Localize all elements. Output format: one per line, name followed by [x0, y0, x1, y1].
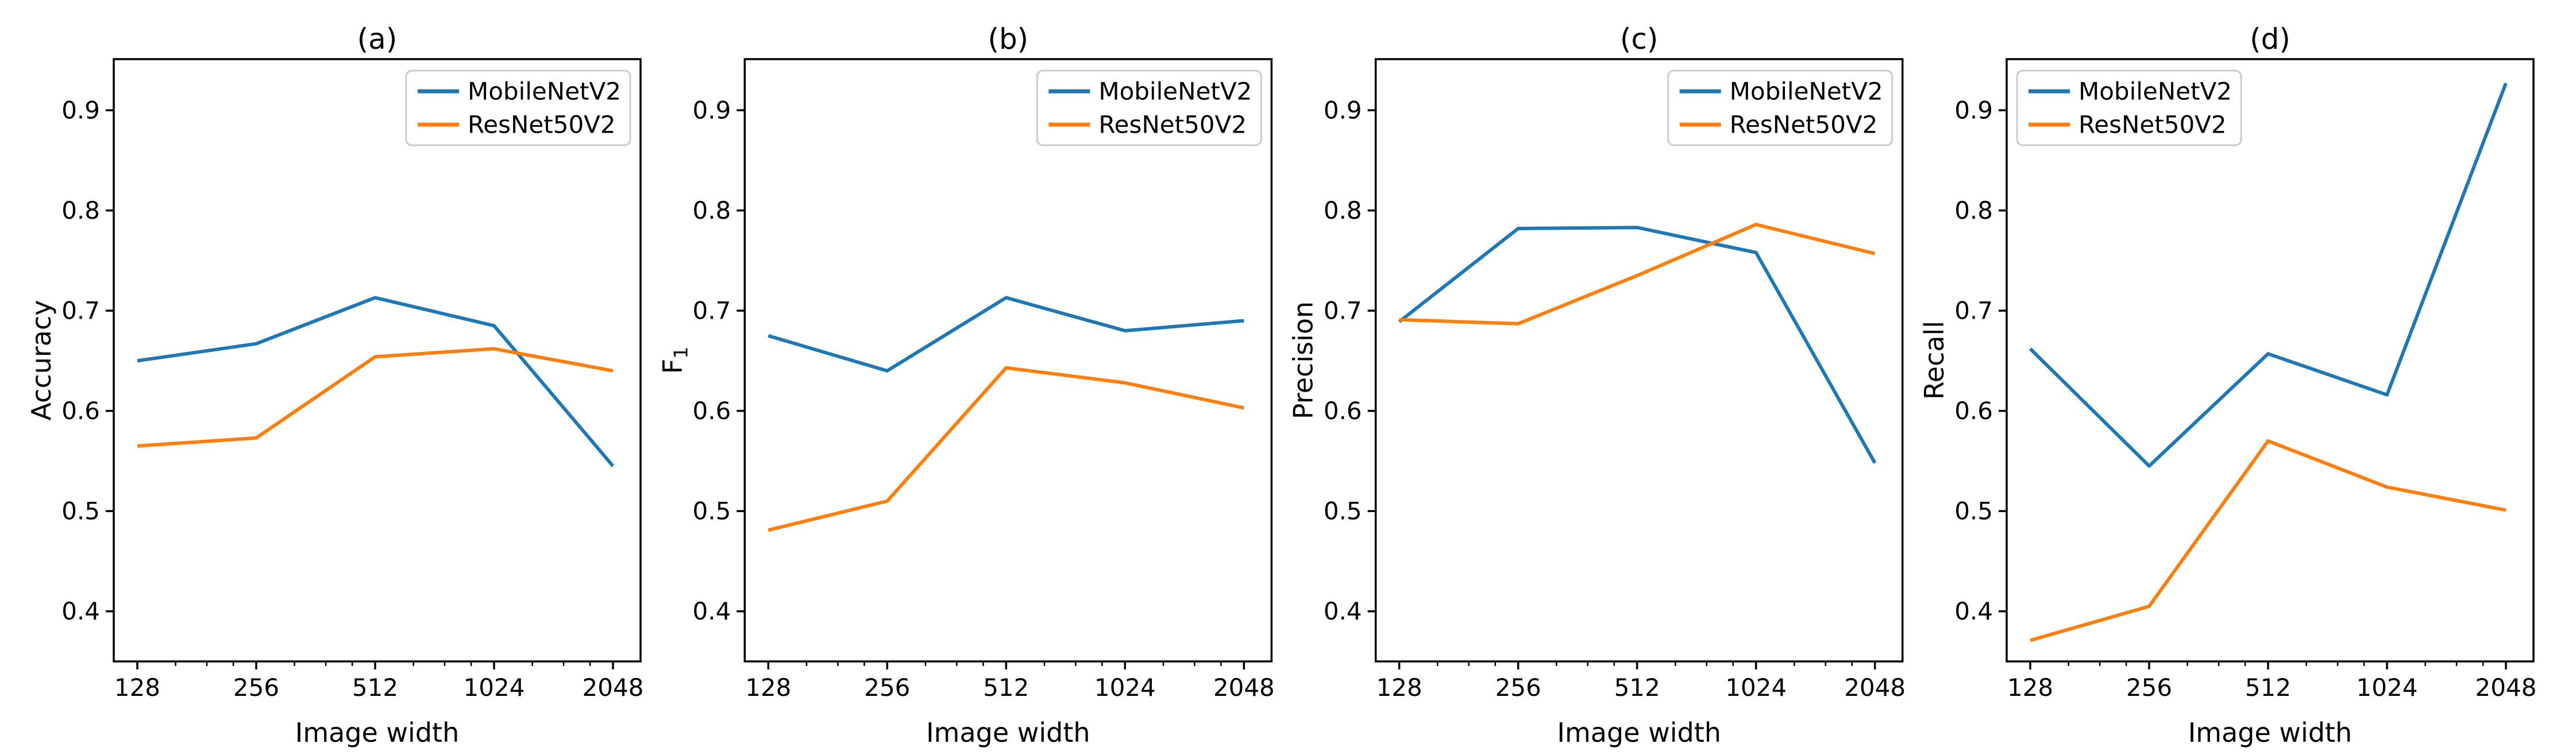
y-tick-label: 0.7: [1324, 297, 1362, 325]
panel-b: (b) 0.4 0.5 0.6 0.7 0.8 0.9 128 256 512 1024 2048 Im…: [657, 22, 1274, 748]
y-tick-label: 0.6: [1954, 397, 1993, 425]
legend-box: [1667, 69, 1894, 146]
x-tick-label: 1024: [1725, 673, 1787, 702]
x-tick-label: 256: [864, 673, 910, 702]
y-tick-label: 0.4: [1324, 597, 1362, 625]
series-line-resnet50v2: [1399, 222, 1876, 326]
legend-box: [405, 69, 631, 146]
y-tick-label: 0.9: [1954, 96, 1993, 125]
x-tick-label: 1024: [1094, 673, 1156, 702]
x-tick-label: 256: [233, 673, 279, 702]
axes-frame: [1374, 58, 1904, 663]
panel-c: (c) 0.4 0.5 0.6 0.7 0.8 0.9 128 256 512 1024 2048 Im…: [1288, 22, 1906, 748]
x-tick-label: 512: [2245, 673, 2291, 702]
legend-box: [2016, 69, 2242, 146]
y-tick-label: 0.5: [1324, 497, 1362, 525]
y-tick-label: 0.8: [693, 196, 731, 224]
y-tick-label: 0.8: [1324, 196, 1362, 224]
y-tick-label: 0.5: [1954, 497, 1993, 525]
panel-a: (a) 0.4 0.5 0.6 0.7 0.8 0.9 128 256 512 1024 2048 Im…: [26, 22, 643, 748]
series-line-mobilenetv2: [137, 296, 615, 467]
y-tick-label: 0.7: [1954, 297, 1993, 325]
legend-label-resnet50v2: ResNet50V2: [1730, 111, 1878, 139]
legend-box: [1036, 69, 1262, 146]
legend-label-mobilenetv2: MobileNetV2: [2078, 78, 2232, 106]
x-tick-label: 512: [352, 673, 398, 702]
y-tick-label: 0.6: [1324, 397, 1362, 425]
y-tick-label: 0.4: [1954, 597, 1993, 625]
panel-title: (b): [988, 22, 1028, 56]
legend-label-resnet50v2: ResNet50V2: [1098, 111, 1247, 139]
x-tick-label: 1024: [464, 673, 525, 702]
panel-title: (c): [1620, 22, 1659, 56]
x-tick-label: 512: [983, 673, 1029, 702]
x-tick-label: 2048: [2475, 673, 2537, 702]
x-axis-label: Image width: [1557, 717, 1721, 748]
y-tick-label: 0.8: [61, 196, 100, 224]
x-tick-label: 128: [745, 673, 791, 702]
x-tick-label: 256: [2126, 673, 2172, 702]
x-axis-label: Image width: [926, 717, 1090, 748]
y-tick-label: 0.9: [61, 96, 100, 125]
y-tick-label: 0.9: [693, 96, 731, 125]
y-tick-label: 0.6: [61, 397, 100, 425]
y-axis-label: Precision: [1288, 301, 1319, 419]
series-line-resnet50v2: [768, 366, 1244, 532]
y-tick-label: 0.4: [61, 597, 100, 625]
y-axis-label: Recall: [1919, 321, 1950, 400]
legend: MobileNetV2 ResNet50V2: [1667, 69, 1894, 146]
series-line-mobilenetv2: [1398, 226, 1877, 464]
series-line-resnet50v2: [137, 347, 614, 448]
y-tick-label: 0.5: [693, 497, 731, 525]
legend: MobileNetV2 ResNet50V2: [405, 69, 631, 146]
axes-frame: [743, 58, 1273, 663]
x-tick-label: 256: [1495, 673, 1541, 702]
y-tick-label: 0.7: [61, 297, 100, 325]
x-tick-label: 2048: [1844, 673, 1906, 702]
x-tick-label: 2048: [583, 673, 644, 702]
y-axis-label: Accuracy: [26, 300, 57, 420]
y-tick-label: 0.5: [61, 497, 100, 525]
legend-label-resnet50v2: ResNet50V2: [468, 111, 616, 139]
legend-label-mobilenetv2: MobileNetV2: [468, 78, 621, 106]
x-tick-label: 2048: [1213, 673, 1275, 702]
y-axis-label: F1: [657, 347, 692, 374]
x-tick-label: 512: [1614, 673, 1660, 702]
axes-frame: [113, 58, 642, 663]
series-line-mobilenetv2: [768, 296, 1244, 373]
panel-title: (a): [357, 22, 398, 56]
x-tick-label: 128: [2007, 673, 2053, 702]
panel-title: (d): [2250, 22, 2290, 56]
y-tick-label: 0.7: [693, 297, 731, 325]
panel-d: (d) 0.4 0.5 0.6 0.7 0.8 0.9 128 256 512 1024 2048 Im…: [1919, 22, 2536, 748]
x-tick-label: 1024: [2357, 673, 2418, 702]
series-line-resnet50v2: [2030, 439, 2506, 642]
y-tick-label: 0.9: [1324, 96, 1362, 125]
legend-label-mobilenetv2: MobileNetV2: [1098, 78, 1252, 106]
legend-label-resnet50v2: ResNet50V2: [2078, 111, 2227, 139]
axes-frame: [2006, 58, 2535, 663]
x-tick-label: 128: [1376, 673, 1422, 702]
legend: MobileNetV2 ResNet50V2: [2016, 69, 2242, 146]
y-tick-label: 0.4: [693, 597, 731, 625]
legend-label-mobilenetv2: MobileNetV2: [1730, 78, 1883, 106]
x-axis-label: Image width: [2188, 717, 2352, 748]
legend: MobileNetV2 ResNet50V2: [1036, 69, 1262, 146]
series-line-mobilenetv2: [2029, 82, 2508, 468]
x-axis-label: Image width: [295, 717, 459, 748]
y-tick-label: 0.8: [1954, 196, 1993, 224]
y-tick-label: 0.6: [693, 397, 731, 425]
x-tick-label: 128: [114, 673, 160, 702]
